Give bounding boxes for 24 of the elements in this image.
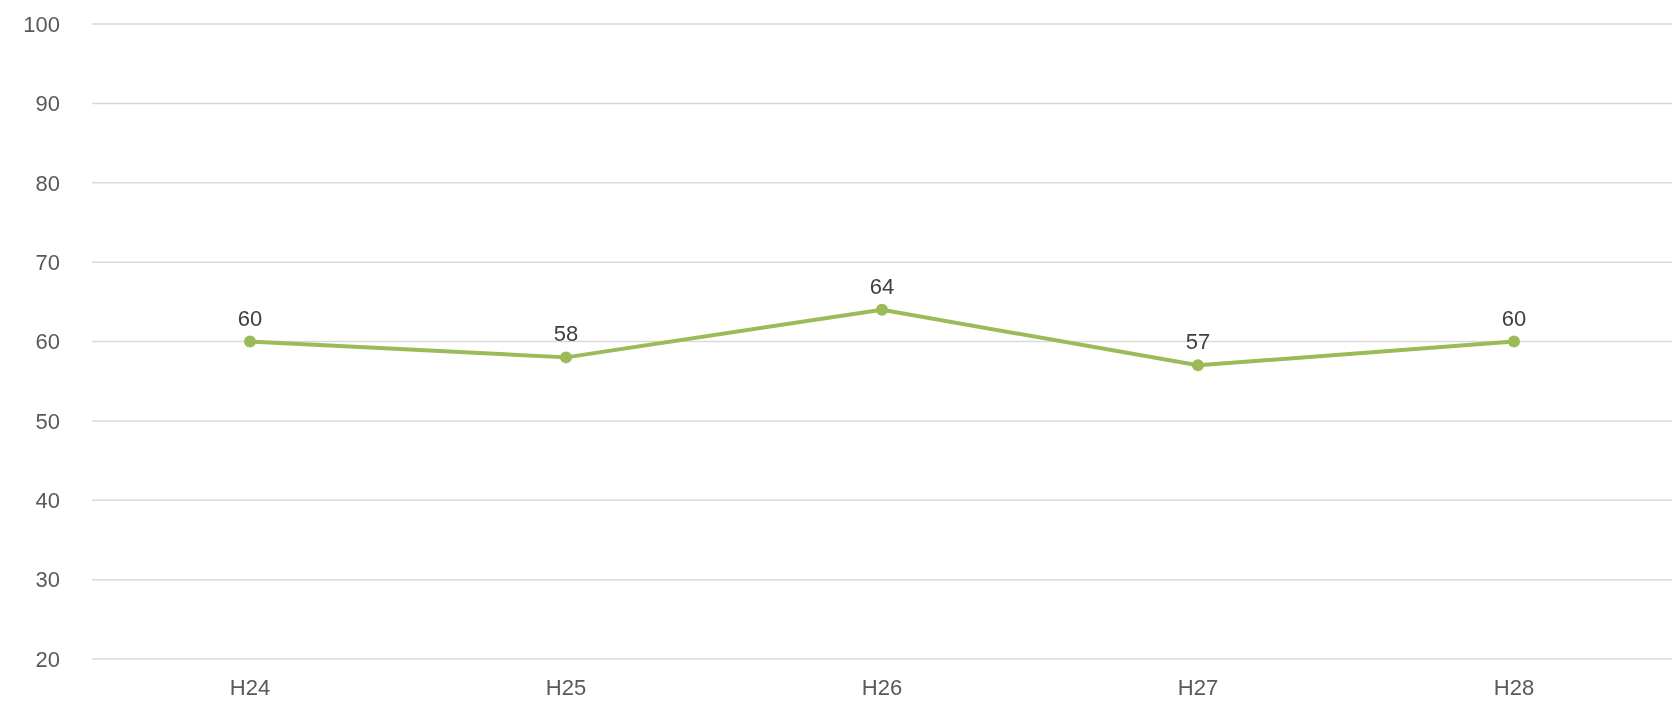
y-tick-label: 100 xyxy=(23,11,60,37)
y-tick-label: 60 xyxy=(35,329,60,355)
y-tick-label: 30 xyxy=(35,567,60,593)
point xyxy=(1192,359,1204,372)
y-tick-label: 50 xyxy=(35,408,60,434)
point xyxy=(1508,335,1520,348)
point xyxy=(876,303,888,316)
y-tick-label: 40 xyxy=(35,488,60,514)
data-label: 57 xyxy=(1185,329,1211,355)
x-tick-label: H24 xyxy=(229,674,271,700)
x-tick-label: H28 xyxy=(1493,674,1535,700)
point xyxy=(244,335,256,348)
x-tick-label: H25 xyxy=(545,674,587,700)
x-tick-label: H26 xyxy=(861,674,903,700)
y-tick-label: 70 xyxy=(35,249,60,275)
data-label: 60 xyxy=(1501,305,1527,331)
data-label: 58 xyxy=(553,321,579,347)
data-label: 60 xyxy=(237,305,263,331)
y-tick-label: 90 xyxy=(35,91,60,117)
data-label: 64 xyxy=(869,273,895,299)
y-tick-label: 80 xyxy=(35,170,60,196)
x-tick-label: H27 xyxy=(1177,674,1219,700)
y-tick-label: 20 xyxy=(35,646,60,672)
point xyxy=(560,351,572,364)
